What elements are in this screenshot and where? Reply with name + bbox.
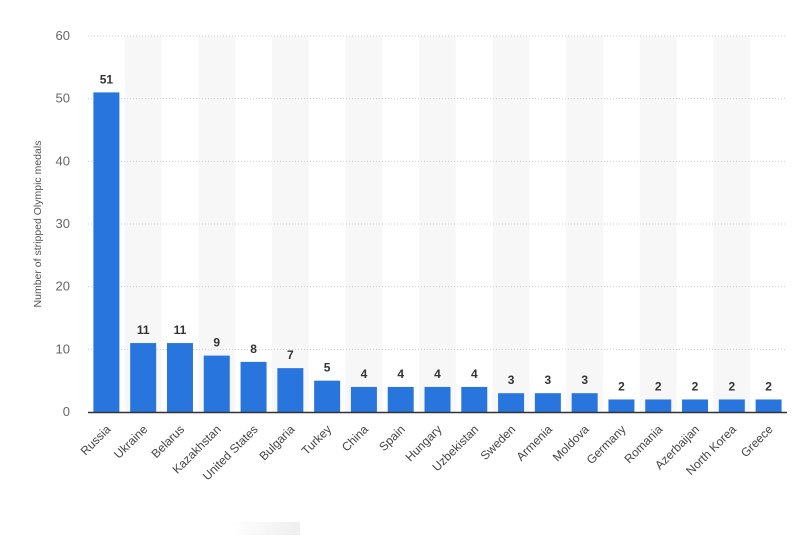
x-tick-label: Armenia: [513, 422, 555, 464]
data-label: 7: [287, 348, 294, 362]
bar: [424, 386, 451, 412]
bar: [571, 393, 598, 412]
bar: [166, 343, 193, 412]
x-tick-label: Germany: [584, 422, 629, 467]
data-labels: 51 11 11 9 8 7 5 4 4 4 4 3 3 3 2 2 2 2 2: [100, 72, 773, 393]
x-tick-label: Turkey: [299, 422, 335, 458]
x-tick-label: Spain: [376, 422, 408, 454]
background-band: [713, 36, 751, 412]
bar: [682, 399, 709, 412]
data-label: 8: [250, 342, 257, 356]
bar: [461, 386, 488, 412]
bar: [387, 386, 414, 412]
y-tick-label: 30: [56, 216, 70, 231]
data-label: 3: [581, 373, 588, 387]
y-tick-label: 0: [63, 404, 70, 419]
data-label: 2: [692, 379, 699, 393]
data-label: 2: [765, 379, 772, 393]
background-band: [566, 36, 604, 412]
bar: [277, 368, 304, 412]
data-label: 3: [545, 373, 552, 387]
background-band: [271, 36, 309, 412]
y-axis-title: Number of stripped Olympic medals: [32, 141, 44, 308]
y-tick-label: 50: [56, 91, 70, 106]
y-tick-label: 20: [56, 279, 70, 294]
data-label: 9: [213, 336, 220, 350]
bar: [130, 343, 157, 412]
bar: [93, 92, 120, 413]
data-label: 2: [655, 379, 662, 393]
bar: [718, 399, 745, 412]
data-label: 51: [100, 72, 114, 86]
x-tick-label: Russia: [78, 422, 114, 458]
bar: [314, 380, 341, 412]
data-label: 11: [137, 323, 150, 337]
bar: [240, 361, 267, 412]
y-tick-label: 60: [56, 28, 70, 43]
data-label: 5: [324, 361, 331, 375]
data-label: 3: [508, 373, 515, 387]
bar: [534, 393, 561, 412]
data-label: 4: [397, 367, 404, 381]
y-axis-ticks: 0 10 20 30 40 50 60: [56, 28, 70, 419]
x-tick-label: Bulgaria: [256, 422, 297, 463]
x-tick-label: Ukraine: [111, 422, 150, 461]
data-label: 4: [471, 367, 478, 381]
data-label: 4: [361, 367, 368, 381]
bar: [755, 399, 782, 412]
x-tick-label: Sweden: [478, 422, 519, 463]
bar: [645, 399, 672, 412]
bar: [350, 386, 377, 412]
bar: [203, 355, 230, 412]
bars: [93, 92, 782, 413]
x-tick-label: Greece: [738, 422, 776, 460]
background-band: [419, 36, 456, 412]
data-label: 11: [174, 323, 187, 337]
scroll-fade-decoration: [230, 522, 300, 535]
data-label: 4: [434, 367, 441, 381]
bar: [608, 399, 635, 412]
bar: [498, 393, 525, 412]
x-tick-label: China: [339, 422, 371, 454]
data-label: 2: [728, 379, 735, 393]
y-tick-label: 40: [56, 153, 70, 168]
gridlines: [88, 35, 787, 350]
data-label: 2: [618, 379, 625, 393]
y-tick-label: 10: [56, 341, 70, 356]
